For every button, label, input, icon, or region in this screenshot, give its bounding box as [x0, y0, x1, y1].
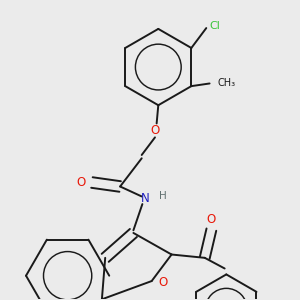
- Text: Cl: Cl: [210, 21, 220, 32]
- Text: CH₃: CH₃: [217, 79, 235, 88]
- Text: O: O: [150, 124, 160, 136]
- Text: O: O: [207, 213, 216, 226]
- Text: H: H: [159, 191, 167, 202]
- Text: N: N: [141, 192, 149, 205]
- Text: O: O: [158, 276, 167, 289]
- Text: O: O: [77, 176, 86, 189]
